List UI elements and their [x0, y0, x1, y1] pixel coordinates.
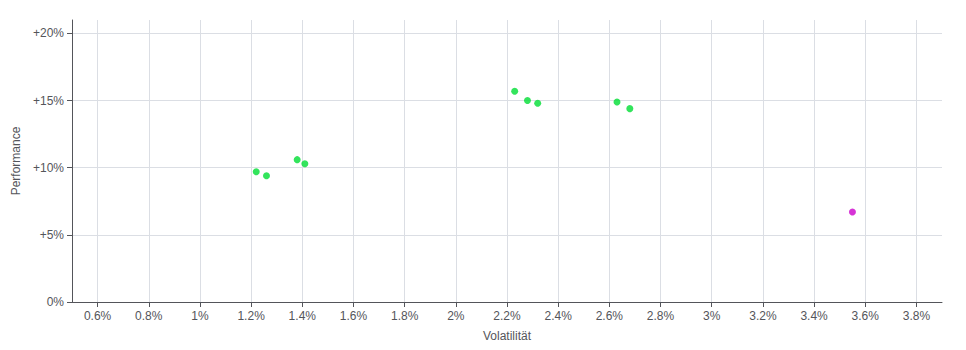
svg-text:1.8%: 1.8%: [391, 309, 419, 323]
svg-text:0%: 0%: [47, 295, 65, 309]
svg-text:2%: 2%: [447, 309, 465, 323]
svg-text:Volatilität: Volatilität: [483, 329, 532, 343]
svg-text:+15%: +15%: [33, 94, 64, 108]
svg-text:2.6%: 2.6%: [596, 309, 624, 323]
svg-text:0.6%: 0.6%: [84, 309, 112, 323]
svg-text:3.4%: 3.4%: [800, 309, 828, 323]
svg-text:+20%: +20%: [33, 26, 64, 40]
svg-text:2.2%: 2.2%: [493, 309, 521, 323]
svg-text:1%: 1%: [191, 309, 209, 323]
svg-text:1.2%: 1.2%: [237, 309, 265, 323]
svg-text:+5%: +5%: [40, 228, 65, 242]
svg-text:3.6%: 3.6%: [852, 309, 880, 323]
svg-text:+10%: +10%: [33, 161, 64, 175]
svg-text:1.6%: 1.6%: [340, 309, 368, 323]
svg-text:Performance: Performance: [9, 126, 23, 195]
svg-text:3%: 3%: [703, 309, 721, 323]
svg-text:2.8%: 2.8%: [647, 309, 675, 323]
svg-text:3.8%: 3.8%: [903, 309, 931, 323]
svg-text:0.8%: 0.8%: [135, 309, 163, 323]
svg-text:3.2%: 3.2%: [749, 309, 777, 323]
svg-text:1.4%: 1.4%: [289, 309, 317, 323]
svg-text:2.4%: 2.4%: [544, 309, 572, 323]
